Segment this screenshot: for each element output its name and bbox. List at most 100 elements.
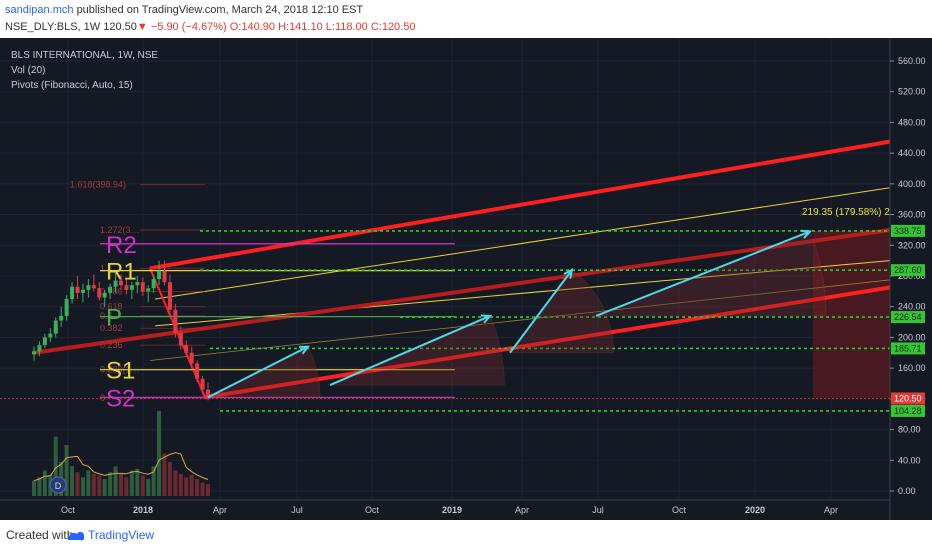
price-tick-label: 0.00 [898, 486, 916, 496]
fan-line-lower [154, 260, 891, 327]
pivot-label-r2: R2 [106, 232, 137, 259]
candle-body [124, 285, 129, 290]
fan-line-base [149, 279, 891, 361]
volume-bar [64, 445, 69, 496]
volume-bar [151, 466, 156, 496]
time-tick-label: Oct [365, 505, 380, 515]
fib-level-label: 1.272(3… [100, 225, 140, 235]
pivot-label-s1: S1 [106, 358, 135, 385]
candle-body [184, 345, 189, 353]
fan-line-upper [154, 187, 891, 300]
fib-level-label: 1.618(398.94) [70, 180, 126, 190]
candle-body [140, 282, 145, 292]
fib-level-label: 0.5 [100, 311, 113, 321]
time-tick-label: 2018 [133, 505, 153, 515]
volume-ma-line [33, 452, 209, 482]
fib-level-label: 0 [100, 393, 105, 403]
projection-arrow [595, 230, 811, 317]
candle-body [146, 288, 151, 292]
created-with-text: Created with [6, 528, 74, 542]
candle-body [91, 285, 96, 289]
time-tick-label: 2019 [442, 505, 462, 515]
time-tick-label: Jul [592, 505, 604, 515]
volume-bar [124, 477, 129, 496]
arrow-head-icon [480, 314, 493, 324]
candle-body [53, 320, 58, 334]
volume-bar [195, 479, 200, 496]
price-tick-label: 440.00 [898, 148, 926, 158]
candle-body [42, 337, 47, 346]
legend-title[interactable]: BLS INTERNATIONAL, 1W, NSE [11, 50, 159, 61]
candle-body [113, 280, 118, 287]
candle-body [200, 378, 205, 390]
volume-bar [173, 470, 178, 496]
candle-body [102, 292, 107, 298]
price-tick-label: 360.00 [898, 210, 926, 220]
price-chart[interactable]: 1.618(398.94)1.272(3…10.7860.6180.50.382… [0, 38, 932, 520]
arrow-head-icon [800, 229, 813, 239]
volume-bar [135, 468, 140, 496]
candle-body [189, 352, 194, 364]
candle-body [97, 288, 102, 298]
volume-bar [32, 480, 36, 496]
volume-bar [53, 436, 58, 496]
down-arrow-icon: ▼ [136, 21, 148, 33]
price-tick-label: 520.00 [898, 87, 926, 97]
price-axis[interactable] [890, 38, 932, 520]
publish-info: sandipan.mch published on TradingView.co… [5, 4, 363, 16]
price-badge-label: 120.50 [894, 393, 922, 403]
price-badge-label: 287.60 [894, 265, 922, 275]
volume-bar [91, 473, 96, 496]
candle-body [32, 351, 36, 355]
price-badge [891, 342, 925, 355]
volume-bar [129, 470, 134, 496]
price-tick-label: 400.00 [898, 179, 926, 189]
candle-body [59, 315, 64, 321]
price-tick-label: 480.00 [898, 117, 926, 127]
candle-body [37, 345, 42, 352]
dividend-marker-icon[interactable] [49, 476, 67, 494]
volume-bar [102, 479, 107, 496]
candle-body [80, 289, 85, 293]
volume-bar [86, 470, 91, 496]
volume-bar [157, 411, 162, 496]
target-annotation: 219.35 (179.58%) 2 [802, 207, 890, 218]
volume-bar [119, 473, 123, 496]
price-badge [891, 311, 925, 324]
price-tick-label: 560.00 [898, 56, 926, 66]
symbol-label: NSE_DLY:BLS, 1W [5, 21, 101, 33]
volume-bar [42, 470, 47, 496]
volume-bar [80, 477, 85, 496]
fib-level-label: 0.382 [100, 323, 123, 333]
publish-header: sandipan.mch published on TradingView.co… [0, 0, 932, 38]
volume-bar [189, 474, 194, 496]
candle-body [75, 286, 80, 293]
price-badge-label: 226.54 [894, 312, 922, 322]
volume-bar [178, 473, 183, 496]
candle-body [195, 363, 200, 379]
price-badge-label: 104.28 [894, 406, 922, 416]
candle-body [86, 285, 91, 290]
fib-level-label: 0.618 [100, 302, 123, 312]
ohlc-values: O:140.90 H:141.10 L:118.00 C:120.50 [229, 21, 416, 33]
projection-arrow [207, 345, 309, 399]
candle-body [173, 309, 178, 333]
volume-bar [37, 477, 42, 496]
author-link[interactable]: sandipan.mch [5, 4, 74, 16]
last-price: 120.50 [103, 21, 137, 33]
price-badge-label: 338.75 [894, 226, 922, 236]
volume-bar [200, 482, 205, 496]
volume-bar [184, 477, 189, 496]
legend-vol[interactable]: Vol (20) [11, 65, 46, 76]
tradingview-logo-icon [68, 531, 85, 541]
chart-area[interactable]: 1.618(398.94)1.272(3…10.7860.6180.50.382… [0, 38, 932, 520]
candle-body [206, 389, 210, 399]
time-tick-label: Oct [61, 505, 76, 515]
projection-arc [509, 269, 614, 354]
candle-body [64, 299, 69, 316]
time-tick-label: Apr [515, 505, 529, 515]
tradingview-brand[interactable]: TradingView [88, 528, 155, 542]
time-tick-label: 2020 [745, 505, 765, 515]
legend-pivots[interactable]: Pivots (Fibonacci, Auto, 15) [11, 80, 133, 91]
price-tick-label: 80.00 [898, 425, 921, 435]
